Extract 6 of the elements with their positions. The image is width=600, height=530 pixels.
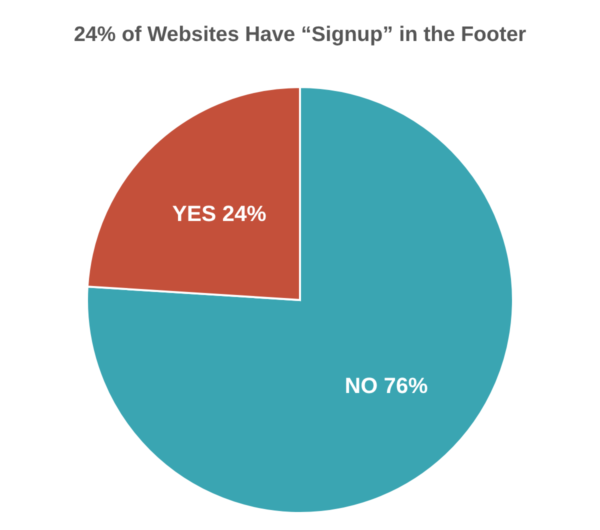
pie-slice [86,86,514,514]
slice-label: YES [172,200,216,226]
slice-label: NO [344,373,378,398]
chart-title: 24% of Websites Have “Signup” in the Footer [74,23,526,46]
data-label: 24% [222,200,266,226]
data-label: 76% [384,373,428,398]
